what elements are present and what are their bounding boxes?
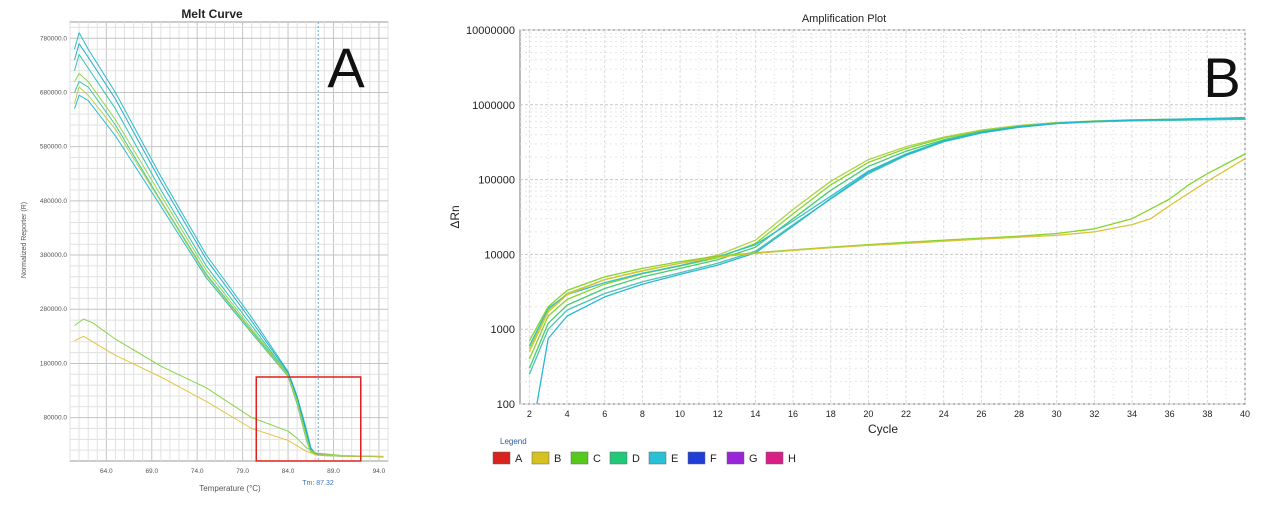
- legend-label-c: C: [593, 453, 601, 465]
- amp-y-tick-label: 10000: [484, 249, 515, 261]
- amp-y-tick-label: 100000: [478, 175, 515, 187]
- amplification-plot-y-axis-label: ΔRn: [448, 205, 462, 228]
- melt-curve-title: Melt Curve: [181, 7, 243, 21]
- melt-x-tick-label: 69.0: [145, 468, 158, 475]
- melt-y-tick-label: 380000.0: [40, 252, 67, 259]
- melt-x-tick-label: 74.0: [191, 468, 204, 475]
- melt-x-tick-label: 79.0: [236, 468, 249, 475]
- legend-swatch-f: [687, 451, 706, 465]
- amp-x-tick-label: 10: [675, 409, 685, 419]
- amplification-curve-8: [528, 158, 1246, 352]
- melt-y-tick-label: 480000.0: [40, 198, 67, 205]
- legend-swatch-a: [492, 451, 511, 465]
- melt-curve-x-axis-label: Temperature (°C): [199, 484, 261, 493]
- melt-x-tick-label: 94.0: [373, 468, 386, 475]
- amplification-curve-6: [536, 116, 1246, 405]
- melt-curve-line-low-8: [74, 318, 384, 457]
- amp-x-tick-label: 30: [1052, 409, 1062, 419]
- amp-x-tick-label: 18: [826, 409, 836, 419]
- amp-x-tick-label: 36: [1165, 409, 1175, 419]
- amp-x-tick-label: 6: [602, 409, 607, 419]
- legend-label-g: G: [749, 453, 758, 465]
- amplification-plot-title: Amplification Plot: [802, 13, 886, 25]
- amp-x-tick-label: 22: [901, 409, 911, 419]
- legend-label-a: A: [515, 453, 523, 465]
- melt-curve-line-low-9: [74, 335, 384, 457]
- amp-x-tick-label: 24: [939, 409, 949, 419]
- amplification-plot-chart: Amplification Plot 2 4 6 8 10 12 14 16 18 20 22 24 2…: [448, 13, 1250, 465]
- amplification-plot-x-axis-label: Cycle: [868, 422, 898, 436]
- amplification-plot-series: [528, 116, 1246, 405]
- legend-swatch-g: [726, 451, 745, 465]
- melt-x-tick-label: 89.0: [327, 468, 340, 475]
- amp-x-tick-label: 16: [788, 409, 798, 419]
- amp-x-tick-label: 20: [863, 409, 873, 419]
- legend-swatch-c: [570, 451, 589, 465]
- amplification-plot-ticks: 2 4 6 8 10 12 14 16 18 20 22 24 26 28 30 32 34 36 38 401001…: [466, 25, 1250, 419]
- melt-y-tick-label: 80000.0: [44, 415, 68, 422]
- legend-title: Legend: [500, 437, 527, 446]
- amp-x-tick-label: 8: [640, 409, 645, 419]
- amplification-curve-5: [528, 118, 1246, 375]
- melt-y-tick-label: 280000.0: [40, 306, 67, 313]
- amp-y-tick-label: 100: [497, 399, 515, 411]
- amp-y-tick-label: 1000: [491, 324, 515, 336]
- melt-curve-ticks: 64.0 69.0 74.0 79.0 84.0 89.0 94.0 80000.0 18000…: [40, 35, 386, 475]
- legend-label-f: F: [710, 453, 717, 465]
- amplification-plot-panel: Amplification Plot 2 4 6 8 10 12 14 16 18 20 22 24 2…: [440, 0, 1287, 500]
- legend-label-b: B: [554, 453, 561, 465]
- legend-swatch-e: [648, 451, 667, 465]
- melt-y-tick-label: 180000.0: [40, 360, 67, 367]
- tm-label: Tm: 87.32: [302, 480, 334, 487]
- legend-label-e: E: [671, 453, 678, 465]
- panel-letter-b: B: [1203, 46, 1240, 109]
- amp-x-tick-label: 28: [1014, 409, 1024, 419]
- legend-swatch-d: [609, 451, 628, 465]
- melt-curve-y-axis-label: Normalized Reporter (R): [21, 202, 28, 278]
- amp-x-tick-label: 32: [1089, 409, 1099, 419]
- melt-curve-chart: Melt Curve 64.0 69.0 74.0 79.0 84.0 89.0 94.0 8…: [21, 7, 389, 493]
- melt-y-tick-label: 780000.0: [40, 35, 67, 42]
- panel-letter-a: A: [327, 36, 365, 99]
- legend-label-h: H: [788, 453, 796, 465]
- amp-x-tick-label: 26: [976, 409, 986, 419]
- amplification-plot-legend: A B C D E F G H: [492, 451, 796, 465]
- legend-swatch-h: [765, 451, 784, 465]
- melt-curve-grid: [69, 22, 389, 461]
- melt-curve-panel: Melt Curve 64.0 69.0 74.0 79.0 84.0 89.0 94.0 8…: [0, 0, 420, 500]
- amp-x-tick-label: 14: [750, 409, 760, 419]
- amplification-plot-area: [519, 29, 1246, 405]
- amp-y-tick-label: 10000000: [466, 25, 515, 37]
- amplification-curve-7: [528, 153, 1246, 342]
- legend-label-d: D: [632, 453, 640, 465]
- melt-curve-plot-area: [69, 21, 389, 462]
- amp-x-tick-label: 4: [565, 409, 570, 419]
- melt-y-tick-label: 580000.0: [40, 144, 67, 151]
- melt-x-tick-label: 64.0: [100, 468, 113, 475]
- amp-x-tick-label: 40: [1240, 409, 1250, 419]
- amp-y-tick-label: 1000000: [472, 100, 515, 112]
- legend-swatch-b: [531, 451, 550, 465]
- amp-x-tick-label: 34: [1127, 409, 1137, 419]
- melt-x-tick-label: 84.0: [282, 468, 295, 475]
- melt-curve-highlight-box: [255, 376, 362, 462]
- amp-x-tick-label: 12: [713, 409, 723, 419]
- amplification-plot-grid: [520, 29, 1246, 405]
- melt-y-tick-label: 680000.0: [40, 89, 67, 96]
- amp-x-tick-label: 2: [527, 409, 532, 419]
- amp-x-tick-label: 38: [1202, 409, 1212, 419]
